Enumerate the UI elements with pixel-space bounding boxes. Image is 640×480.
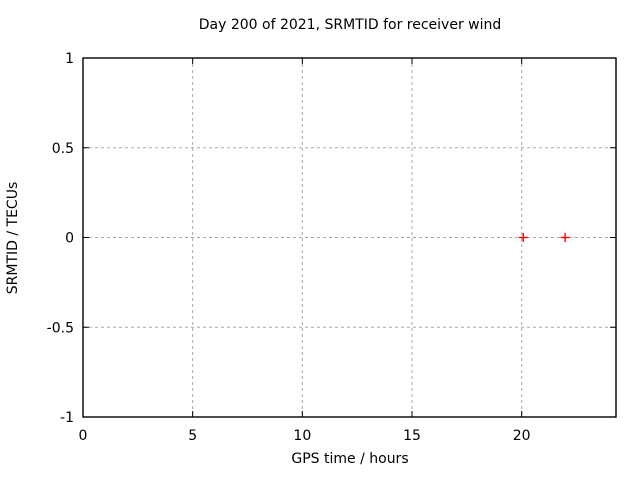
y-tick-label: -1: [60, 410, 74, 426]
plot-border: [82, 57, 617, 418]
data-point-marker: [560, 233, 570, 242]
grid-layer: [83, 58, 616, 417]
data-point-marker: [518, 233, 528, 242]
x-tick-label: 0: [79, 428, 88, 444]
y-axis-label: SRMTID / TECUs: [5, 182, 21, 295]
x-tick-label: 5: [188, 428, 197, 444]
y-tick-label: -0.5: [47, 320, 74, 336]
chart-title: Day 200 of 2021, SRMTID for receiver win…: [199, 17, 502, 33]
x-tick-label: 15: [403, 428, 421, 444]
x-tick-label: 10: [293, 428, 311, 444]
tick-label-layer: 0 5 10 15 20 -1 -0.5 0 0.5 1: [47, 51, 531, 444]
y-tick-label: 0.5: [52, 141, 74, 157]
x-axis-label: GPS time / hours: [291, 451, 408, 467]
y-tick-label: 1: [65, 51, 74, 67]
data-point-layer: [518, 233, 570, 242]
plot-frame: [82, 57, 617, 418]
x-tick-label: 20: [513, 428, 531, 444]
y-tick-label: 0: [65, 231, 74, 247]
